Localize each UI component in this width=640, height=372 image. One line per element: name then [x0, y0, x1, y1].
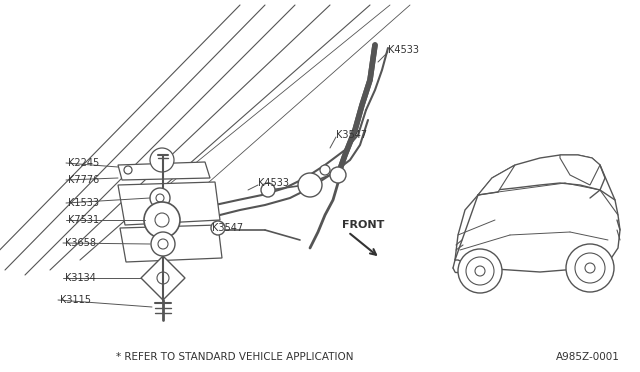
- Text: K4533: K4533: [388, 45, 419, 55]
- Circle shape: [458, 249, 502, 293]
- Polygon shape: [120, 225, 222, 262]
- Circle shape: [585, 263, 595, 273]
- Text: K3547: K3547: [336, 130, 367, 140]
- Circle shape: [211, 221, 225, 235]
- Text: K3658: K3658: [65, 238, 96, 248]
- Circle shape: [151, 232, 175, 256]
- Circle shape: [124, 166, 132, 174]
- Circle shape: [320, 165, 330, 175]
- Circle shape: [566, 244, 614, 292]
- Circle shape: [475, 266, 485, 276]
- Circle shape: [157, 272, 169, 284]
- Text: K1533: K1533: [68, 198, 99, 208]
- Text: K7776: K7776: [68, 175, 99, 185]
- Circle shape: [298, 173, 322, 197]
- Circle shape: [330, 167, 346, 183]
- Text: K2245: K2245: [68, 158, 99, 168]
- Text: * REFER TO STANDARD VEHICLE APPLICATION: * REFER TO STANDARD VEHICLE APPLICATION: [116, 352, 354, 362]
- Circle shape: [150, 148, 174, 172]
- Circle shape: [158, 239, 168, 249]
- Polygon shape: [560, 155, 600, 185]
- Text: K7531: K7531: [68, 215, 99, 225]
- Circle shape: [155, 213, 169, 227]
- Text: K4533: K4533: [258, 178, 289, 188]
- Polygon shape: [118, 182, 220, 225]
- Circle shape: [156, 194, 164, 202]
- Circle shape: [150, 188, 170, 208]
- Text: K3115: K3115: [60, 295, 91, 305]
- Circle shape: [144, 202, 180, 238]
- Text: K3134: K3134: [65, 273, 96, 283]
- Polygon shape: [141, 256, 185, 300]
- Text: A985Z-0001: A985Z-0001: [556, 352, 620, 362]
- Polygon shape: [455, 183, 620, 272]
- Circle shape: [261, 183, 275, 197]
- Text: K3547: K3547: [212, 223, 243, 233]
- Text: FRONT: FRONT: [342, 220, 385, 230]
- Polygon shape: [118, 162, 210, 180]
- Polygon shape: [478, 165, 515, 195]
